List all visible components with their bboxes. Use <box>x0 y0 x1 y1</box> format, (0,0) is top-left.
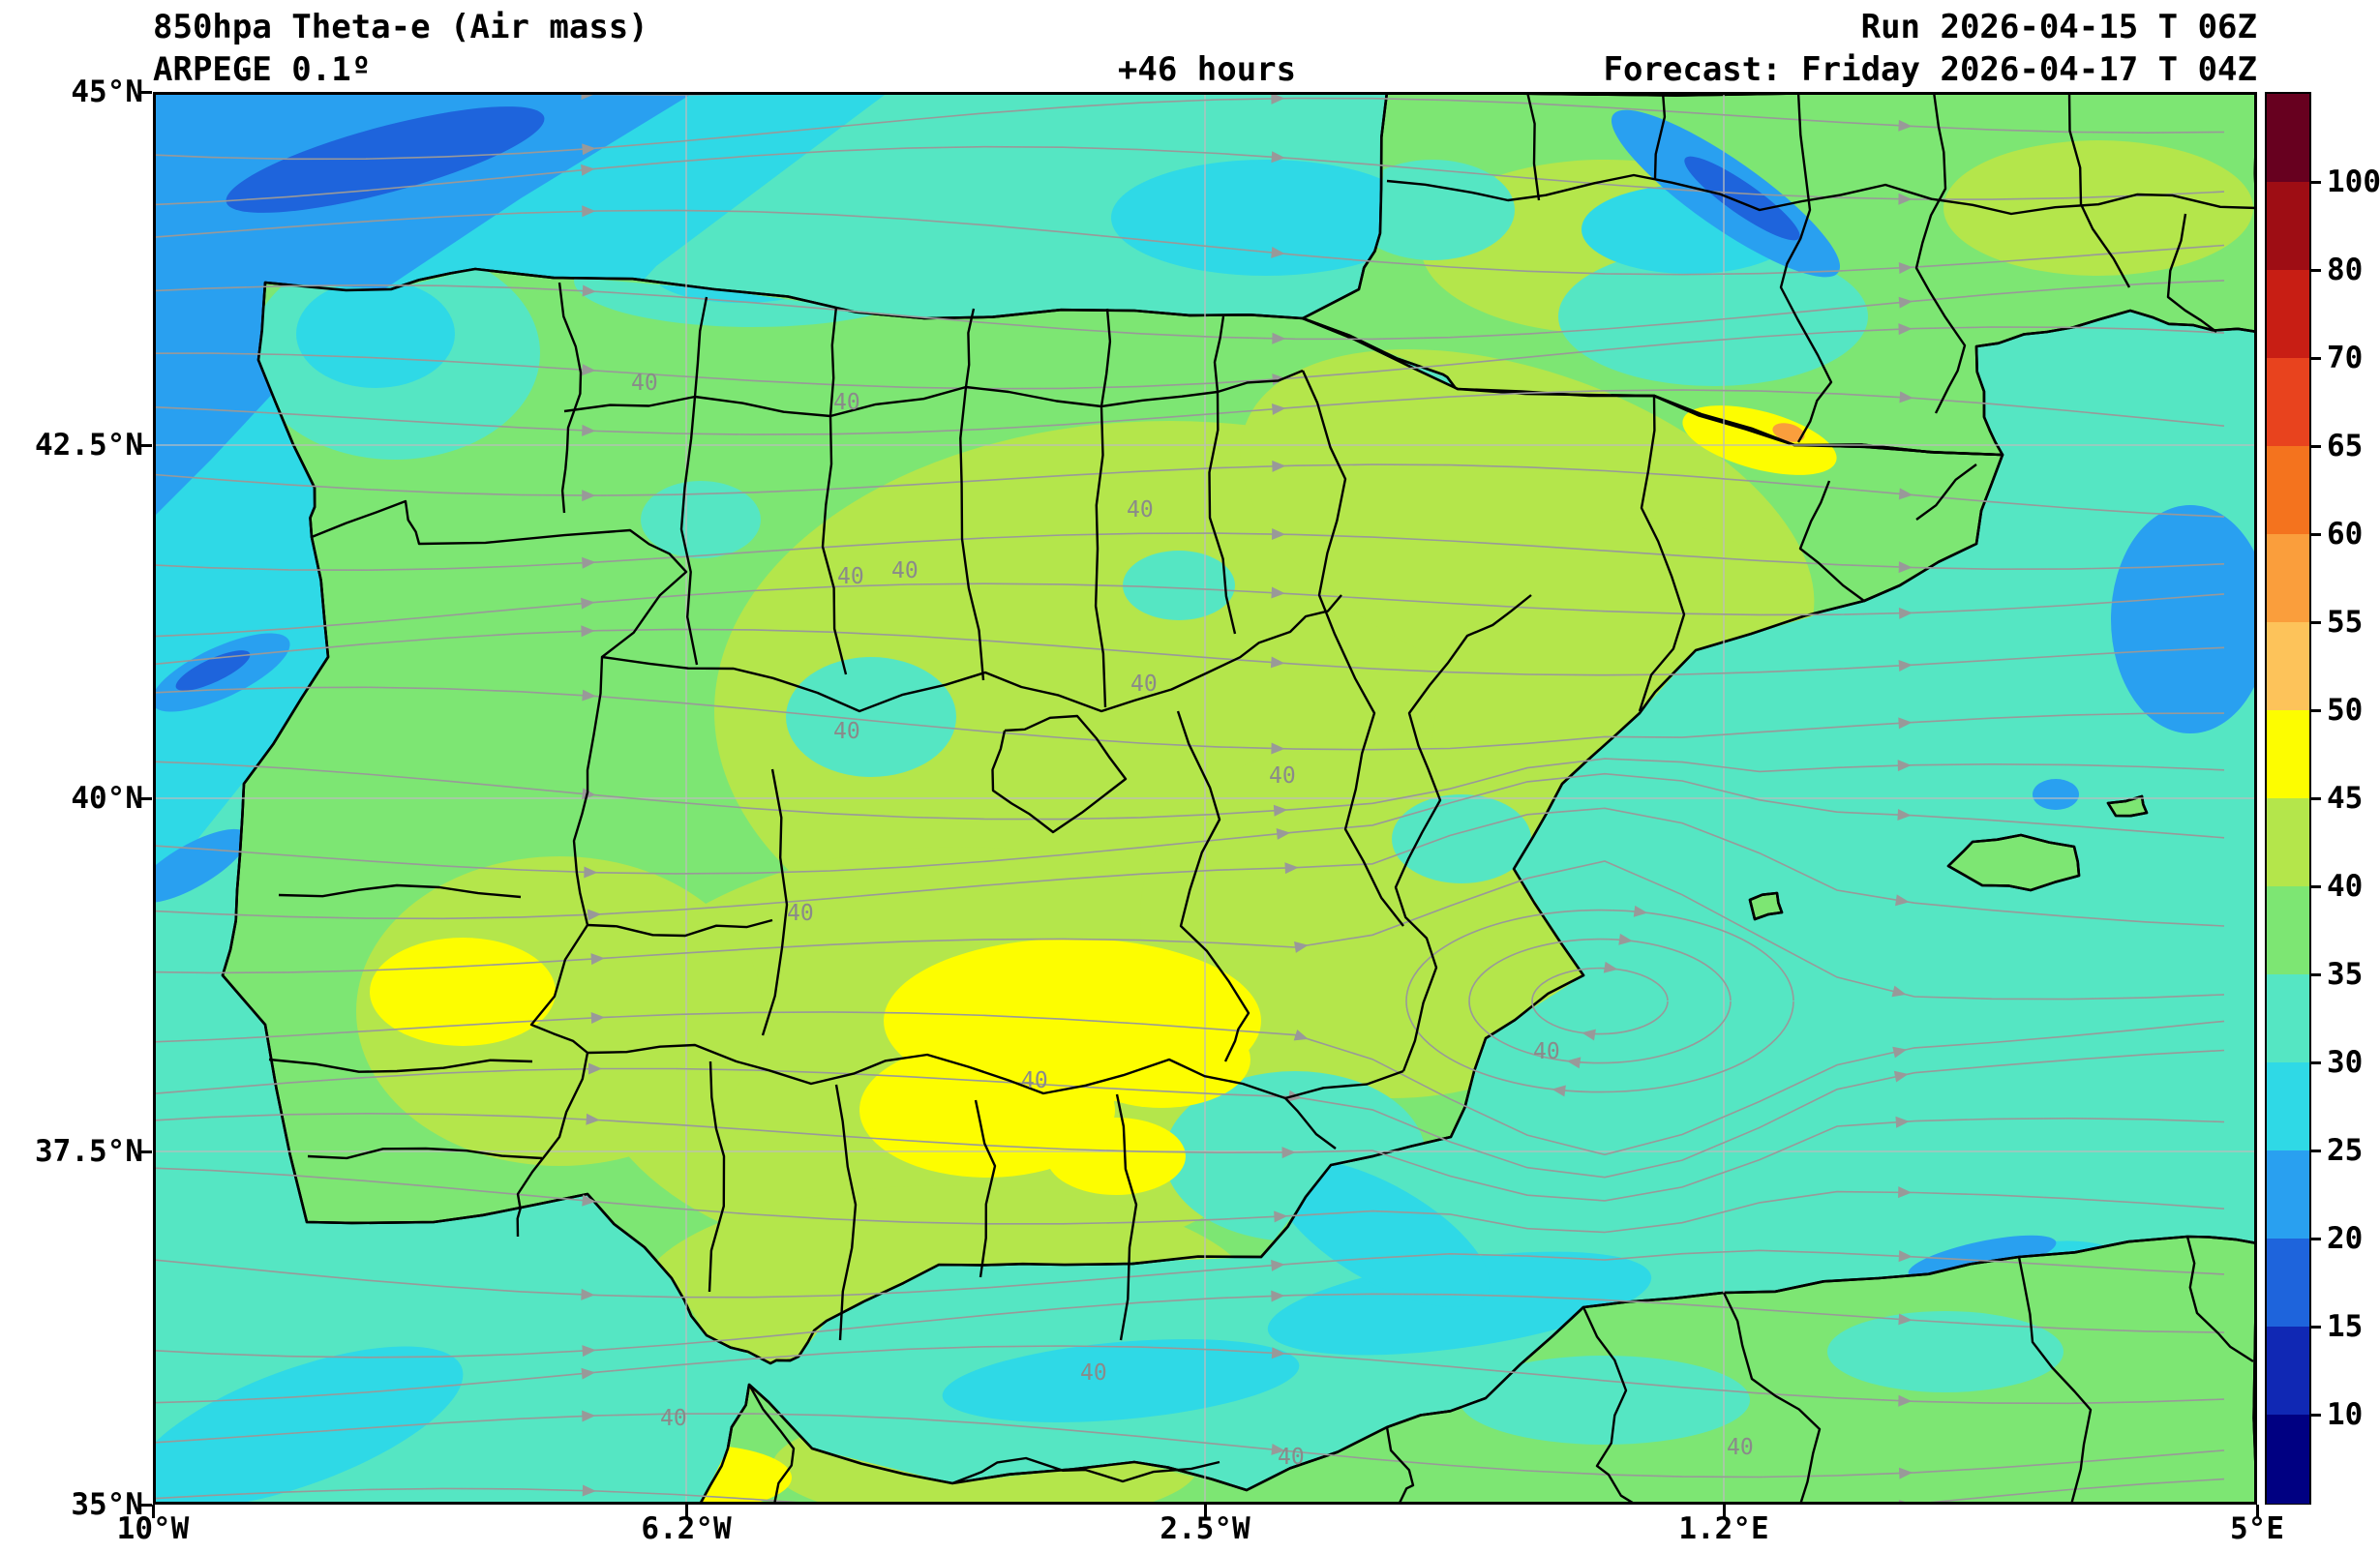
colorbar-tick-label: 30 <box>2327 1045 2364 1080</box>
colorbar-tick-label: 25 <box>2327 1133 2364 1168</box>
forecast-hour-label: +46 hours <box>1117 50 1297 89</box>
colorbar-segment <box>2267 1062 2309 1151</box>
y-axis-tickmark <box>138 1504 152 1507</box>
colorbar-tick-label: 65 <box>2327 429 2364 463</box>
colorbar-tick-label: 20 <box>2327 1221 2364 1256</box>
contour-label: 40 <box>1727 1435 1754 1460</box>
run-label: Run 2026-04-15 T 06Z <box>1860 8 2257 46</box>
contour-label: 40 <box>833 719 860 744</box>
x-axis-tickmark <box>2256 1505 2259 1518</box>
colorbar-tickmark <box>2311 269 2321 272</box>
colorbar-tickmark <box>2311 621 2321 624</box>
colorbar-tick-label: 60 <box>2327 517 2364 552</box>
y-axis-tickmark <box>138 1150 152 1153</box>
colorbar-tickmark <box>2311 709 2321 712</box>
map-plot-area: 40 40 40 40 40 40 40 40 40 40 40 40 40 40 40 <box>153 92 2257 1505</box>
y-axis-tickmark <box>138 91 152 94</box>
contour-label: 40 <box>837 564 864 589</box>
colorbar-segment <box>2267 622 2309 711</box>
colorbar-segment <box>2267 1239 2309 1328</box>
y-axis-tickmark <box>138 797 152 800</box>
colorbar-segment <box>2267 1415 2309 1504</box>
y-axis-tick-label: 40°N <box>71 781 143 816</box>
colorbar-tickmark <box>2311 1061 2321 1064</box>
colorbar-segment <box>2267 534 2309 623</box>
colorbar-tickmark <box>2311 973 2321 976</box>
y-axis-tick-label: 45°N <box>71 75 143 109</box>
colorbar-tick-label: 35 <box>2327 957 2364 992</box>
theta-e-map: 40 40 40 40 40 40 40 40 40 40 40 40 40 40 40 <box>153 92 2257 1505</box>
contour-label: 40 <box>1278 1445 1305 1470</box>
colorbar <box>2265 92 2311 1505</box>
contour-label: 40 <box>1127 497 1154 523</box>
contour-label: 40 <box>1080 1360 1107 1386</box>
colorbar-segment <box>2267 182 2309 271</box>
colorbar-segment <box>2267 886 2309 975</box>
colorbar-segment <box>2267 446 2309 535</box>
streamlines-layer <box>153 92 2225 1505</box>
chart-title: 850hpa Theta-e (Air mass) <box>153 8 648 46</box>
colorbar-tickmark <box>2311 1414 2321 1417</box>
colorbar-tick-label: 50 <box>2327 693 2364 728</box>
colorbar-tickmark <box>2311 181 2321 184</box>
colorbar-tick-label: 100 <box>2327 164 2380 199</box>
colorbar-tick-label: 55 <box>2327 605 2364 640</box>
colorbar-tick-label: 70 <box>2327 341 2364 375</box>
colorbar-tick-label: 45 <box>2327 781 2364 816</box>
colorbar-segment <box>2267 94 2309 183</box>
colorbar-tickmark <box>2311 1326 2321 1329</box>
contour-label: 40 <box>660 1406 687 1431</box>
colorbar-segment <box>2267 710 2309 799</box>
x-axis-tickmark <box>152 1505 155 1518</box>
contour-label: 40 <box>1130 672 1158 697</box>
boundaries-layer <box>268 92 2257 1505</box>
colorbar-tickmark <box>2311 445 2321 448</box>
contour-labels-layer: 40 40 40 40 40 40 40 40 40 40 40 40 40 40 40 <box>631 371 1754 1470</box>
colorbar-tickmark <box>2311 797 2321 800</box>
grid-layer <box>153 92 2257 1505</box>
colorbar-segment <box>2267 358 2309 447</box>
colorbar-tickmark <box>2311 885 2321 888</box>
colorbar-segment <box>2267 1327 2309 1416</box>
y-axis-tick-label: 35°N <box>71 1487 143 1522</box>
colorbar-tickmark <box>2311 357 2321 360</box>
colorbar-tickmark <box>2311 1238 2321 1240</box>
colorbar-tick-label: 80 <box>2327 253 2364 287</box>
forecast-valid-label: Forecast: Friday 2026-04-17 T 04Z <box>1603 50 2257 89</box>
x-axis-tickmark <box>1723 1505 1726 1518</box>
model-label: ARPEGE 0.1º <box>153 50 372 89</box>
colorbar-tick-label: 40 <box>2327 869 2364 904</box>
y-axis-tick-label: 42.5°N <box>35 428 143 463</box>
contour-label: 40 <box>891 558 919 583</box>
contour-label: 40 <box>1533 1039 1560 1064</box>
contour-label: 40 <box>1269 763 1296 789</box>
colorbar-segment <box>2267 1150 2309 1239</box>
y-axis-tick-label: 37.5°N <box>35 1134 143 1169</box>
colorbar-segment <box>2267 974 2309 1063</box>
y-axis-tickmark <box>138 444 152 447</box>
colorbar-tickmark <box>2311 1150 2321 1152</box>
contour-label: 40 <box>787 901 814 926</box>
colorbar-tickmark <box>2311 533 2321 536</box>
contour-label: 40 <box>1021 1068 1048 1093</box>
colorbar-segment <box>2267 798 2309 887</box>
contour-label: 40 <box>833 390 860 415</box>
colorbar-tick-label: 15 <box>2327 1309 2364 1344</box>
colorbar-tick-label: 10 <box>2327 1397 2364 1432</box>
contour-label: 40 <box>631 371 658 396</box>
x-axis-tickmark <box>685 1505 688 1518</box>
x-axis-tickmark <box>1204 1505 1207 1518</box>
colorbar-segment <box>2267 270 2309 359</box>
